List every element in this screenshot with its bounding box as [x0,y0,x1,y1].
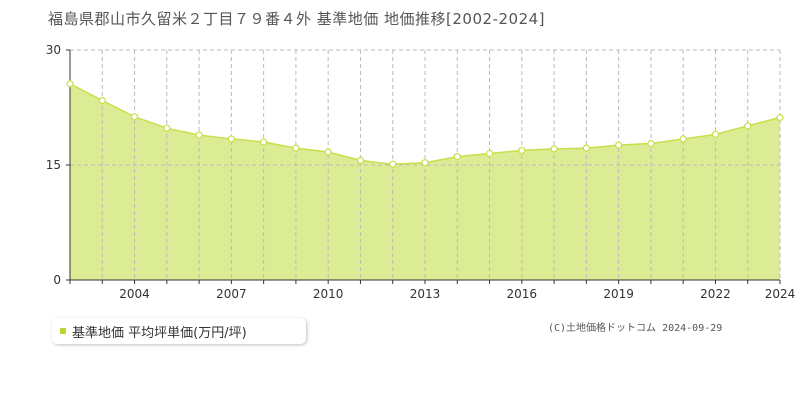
data-point [550,145,558,153]
data-point [389,160,397,168]
data-point [744,122,752,130]
data-point [776,113,784,122]
data-point [421,159,429,167]
data-point [324,148,332,156]
data-point [260,138,268,146]
y-tick-label: 0 [53,273,61,287]
legend: 基準地価 平均坪単価(万円/坪) [52,318,306,344]
data-point [711,130,720,138]
legend-marker [60,328,66,334]
credit-text: (C)土地価格ドットコム 2024-09-29 [548,323,723,334]
data-point [356,156,365,164]
data-point [130,113,139,121]
data-point [615,141,623,149]
y-tick-label: 15 [46,158,61,172]
chart: 0 15 30 2004 2007 2010 2013 2016 2019 2022 2024 [46,43,796,301]
data-point [292,144,300,152]
x-tick-label: 2007 [216,287,247,301]
x-tick-label: 2016 [507,287,538,301]
x-tick-label: 2010 [313,287,344,301]
series-area [70,83,780,280]
x-tick-label: 2024 [765,287,796,301]
data-point [679,135,687,143]
data-point [195,131,203,139]
data-point [98,96,106,105]
data-point [518,146,526,155]
data-point [485,149,494,158]
x-tick-label: 2004 [119,287,150,301]
data-point [582,144,590,152]
data-point [453,152,461,161]
data-point [647,139,655,148]
legend-label: 基準地価 平均坪単価(万円/坪) [72,326,247,341]
chart-title: 福島県郡山市久留米２丁目７９番４外 基準地価 地価推移[2002-2024] [48,10,546,28]
data-point [66,80,74,88]
x-tick-label: 2022 [700,287,731,301]
y-tick-label: 30 [46,43,61,57]
data-point [163,124,171,132]
x-tick-label: 2019 [603,287,634,301]
x-tick-label: 2013 [410,287,441,301]
data-point [227,135,235,143]
